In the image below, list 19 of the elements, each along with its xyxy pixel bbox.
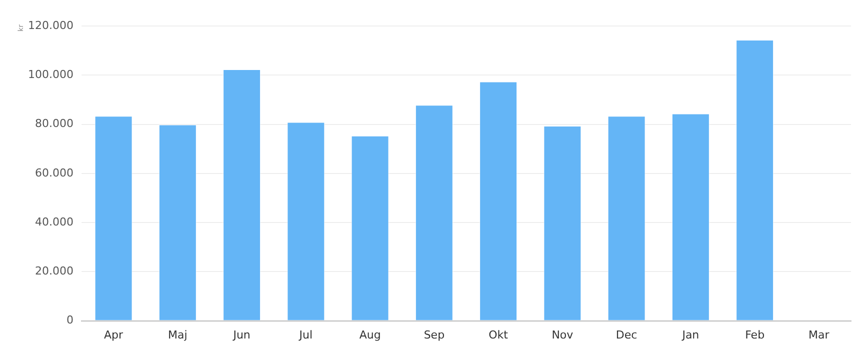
- x-tick-label: Sep: [424, 328, 445, 342]
- y-tick-label: 80.000: [34, 117, 74, 130]
- y-tick-label: 100.000: [28, 68, 74, 81]
- x-tick-label: Jul: [298, 328, 313, 342]
- y-tick-label: 0: [66, 314, 74, 327]
- x-tick-label: Okt: [488, 328, 509, 342]
- x-tick-label: Feb: [745, 328, 765, 342]
- y-tick-label: 20.000: [34, 264, 74, 278]
- y-tick-label: 60.000: [34, 166, 74, 180]
- x-tick-label: Aug: [359, 328, 381, 342]
- x-tick-label: Dec: [616, 328, 638, 342]
- y-tick-label: 40.000: [34, 215, 74, 228]
- x-tick-label: Jan: [681, 328, 700, 342]
- x-tick-label: Jun: [232, 328, 250, 342]
- x-tick-label: Maj: [168, 328, 188, 342]
- y-tick-label: 120.000: [28, 18, 74, 32]
- x-tick-label: Mar: [808, 328, 830, 342]
- x-tick-label: Apr: [104, 328, 124, 342]
- x-tick-label: Nov: [552, 328, 574, 342]
